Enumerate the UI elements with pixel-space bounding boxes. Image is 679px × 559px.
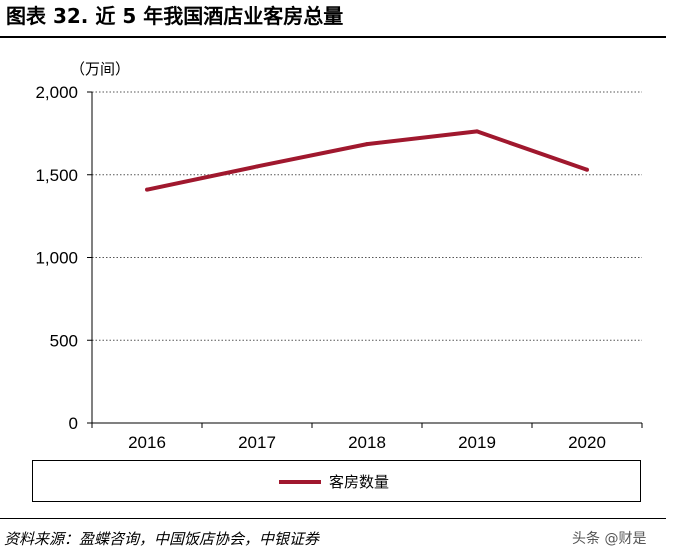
data-point [475, 129, 479, 134]
y-tick-label: 0 [69, 414, 78, 433]
x-tick-label: 2020 [568, 433, 606, 452]
series-lines [145, 129, 589, 192]
x-tick-label: 2017 [238, 433, 276, 452]
legend: 客房数量 [32, 460, 641, 502]
y-unit-label: （万间） [70, 60, 131, 78]
grid-lines [92, 91, 642, 341]
y-tick-label: 1,500 [35, 166, 78, 185]
legend-line-swatch [279, 480, 321, 484]
data-point [585, 167, 589, 172]
x-tick-labels: 2016 2017 2018 2019 2020 [128, 433, 606, 452]
x-tick-label: 2018 [348, 433, 386, 452]
title-rule [0, 36, 666, 38]
y-tick-label: 2,000 [35, 83, 78, 102]
line-chart: 0 500 1,000 1,500 2,000 2016 2017 2018 2019 2020 [35, 83, 643, 452]
data-point [255, 164, 259, 169]
y-tick-label: 500 [50, 331, 78, 350]
figure-title: 图表 32. 近 5 年我国酒店业客房总量 [6, 4, 344, 28]
x-tick-label: 2019 [458, 433, 496, 452]
data-point [365, 142, 369, 147]
series-line [146, 129, 588, 192]
y-tick-label: 1,000 [35, 249, 78, 268]
y-tick-labels: 0 500 1,000 1,500 2,000 [35, 83, 78, 433]
source-note: 资料来源：盈蝶咨询，中国饭店协会，中银证券 [4, 530, 320, 548]
legend-label: 客房数量 [329, 473, 390, 491]
watermark: 头条 @财是 [572, 531, 647, 547]
x-tick-label: 2016 [128, 433, 166, 452]
data-point [145, 187, 149, 192]
axes [87, 91, 643, 428]
source-rule [0, 518, 666, 519]
